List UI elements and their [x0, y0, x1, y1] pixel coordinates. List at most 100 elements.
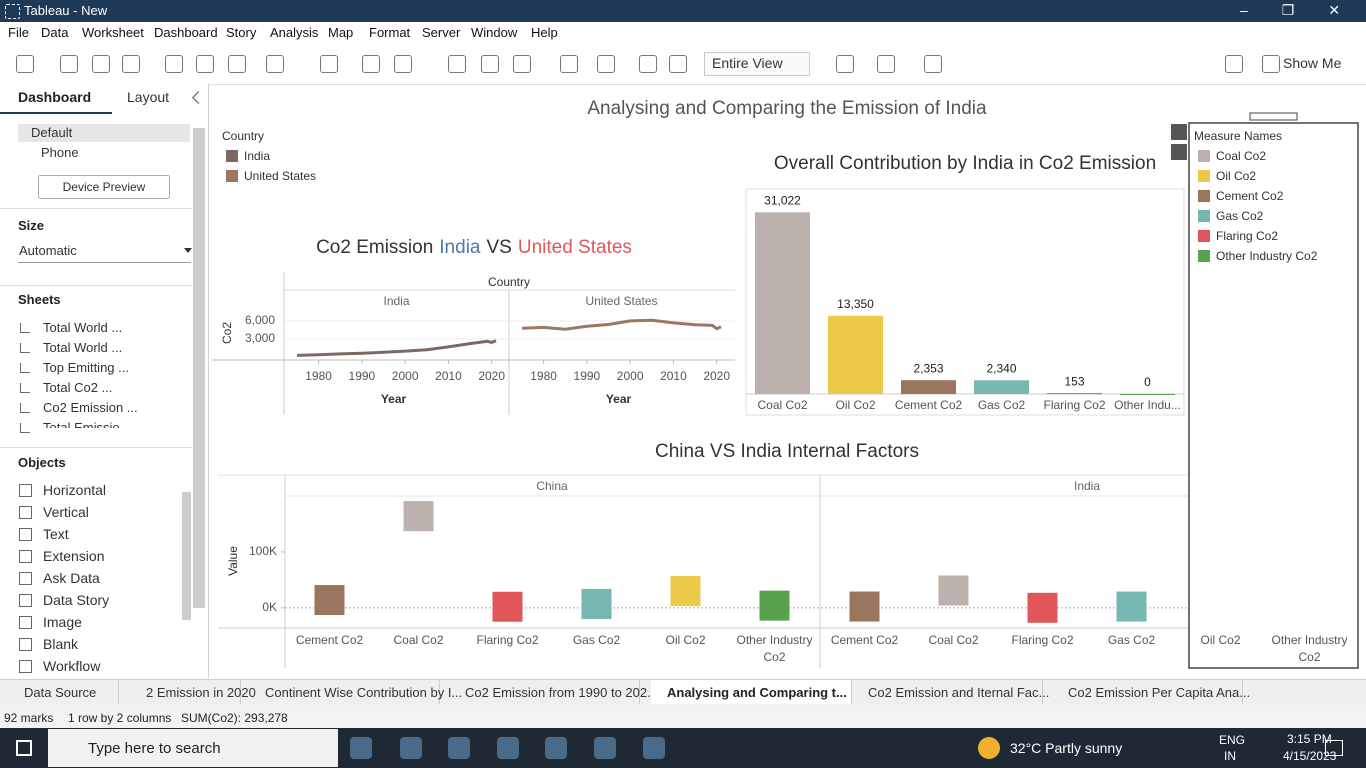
sheet-tab-label[interactable]: Co2 Emission Per Capita Ana... [1068, 685, 1251, 700]
taskbar-app[interactable] [497, 737, 519, 759]
menu-item[interactable]: Window [471, 25, 518, 40]
toolbar-button[interactable] [639, 55, 657, 73]
toolbar-button[interactable] [481, 55, 499, 73]
menu-item[interactable]: Data [41, 25, 69, 40]
menu-item[interactable]: Story [226, 25, 257, 40]
sheet-item[interactable]: Co2 Emission ... [43, 400, 138, 415]
taskbar-app[interactable] [643, 737, 665, 759]
x-tick-label: Flaring Co2 [1043, 398, 1105, 412]
toolbar-button[interactable] [924, 55, 942, 73]
clock-date[interactable]: 4/15/2023 [1283, 749, 1337, 763]
taskbar-app[interactable] [594, 737, 616, 759]
object-item[interactable]: Text [43, 526, 69, 542]
device-item[interactable]: Phone [41, 145, 79, 160]
separator [0, 285, 192, 286]
toolbar-button[interactable] [16, 55, 34, 73]
object-item[interactable]: Extension [43, 548, 105, 564]
menu-item[interactable]: File [8, 25, 29, 40]
clock-time[interactable]: 3:15 PM [1287, 732, 1332, 746]
menu-item[interactable]: Format [369, 25, 411, 40]
sheet-tab-label[interactable]: Analysing and Comparing t... [667, 685, 847, 700]
size-dropdown[interactable]: Automatic [19, 243, 77, 258]
start-button[interactable] [16, 740, 32, 756]
sheet-item[interactable]: Total Co2 ... [43, 380, 113, 395]
sheet-item[interactable]: Total World ... [43, 340, 123, 355]
taskbar-app[interactable] [400, 737, 422, 759]
toolbar-button[interactable] [877, 55, 895, 73]
notifications[interactable] [1325, 740, 1343, 756]
search-text[interactable]: Type here to search [88, 740, 221, 757]
fit-dropdown[interactable] [704, 52, 810, 76]
search-box[interactable] [48, 729, 338, 767]
object-item[interactable]: Data Story [43, 592, 110, 608]
sheet-tab-label[interactable]: Data Source [24, 685, 97, 700]
toolbar-button[interactable] [560, 55, 578, 73]
object-item[interactable]: Ask Data [43, 570, 100, 586]
toolbar-button[interactable] [362, 55, 380, 73]
menu-item[interactable]: Analysis [270, 25, 319, 40]
menu-item[interactable]: Dashboard [154, 25, 218, 40]
toolbar-button[interactable] [1262, 55, 1280, 73]
sheet-tab[interactable] [651, 680, 852, 704]
toolbar-button[interactable] [122, 55, 140, 73]
toolbar-button[interactable] [92, 55, 110, 73]
device-preview-button[interactable]: Device Preview [38, 175, 170, 199]
sheet-tab-label[interactable]: Co2 Emission from 1990 to 202... [465, 685, 658, 700]
menu-item[interactable]: Help [531, 25, 558, 40]
section-heading: Size [18, 218, 45, 233]
sheet-tab[interactable] [130, 680, 241, 704]
sheet-tab-label[interactable]: 2 Emission in 2020 [146, 685, 256, 700]
menu-item[interactable]: Map [328, 25, 354, 40]
object-item[interactable]: Vertical [43, 504, 89, 520]
sheet-item[interactable]: Total World ... [43, 320, 123, 335]
scrollbar-thumb[interactable] [193, 128, 205, 608]
chart-title: China VS India Internal Factors [655, 441, 919, 462]
taskbar-app[interactable] [545, 737, 567, 759]
sheet-tab[interactable] [852, 680, 1043, 704]
device-item[interactable]: Default [31, 125, 73, 140]
section-heading: Objects [18, 455, 66, 470]
object-item[interactable]: Image [43, 614, 82, 630]
language[interactable]: ENG [1219, 733, 1246, 747]
menu-item[interactable]: Worksheet [82, 25, 144, 40]
toolbar-button[interactable] [1225, 55, 1243, 73]
toolbar-button[interactable] [266, 55, 284, 73]
sheet-tab-label[interactable]: Continent Wise Contribution by I... [265, 685, 463, 700]
sheet-tab[interactable] [8, 680, 119, 704]
panel-tab-active[interactable]: Dashboard [18, 89, 92, 105]
toolbar-button[interactable] [448, 55, 466, 73]
taskbar-app[interactable] [448, 737, 470, 759]
toolbar-button[interactable] [228, 55, 246, 73]
status-bar [0, 705, 1366, 728]
toolbar-button[interactable] [597, 55, 615, 73]
window-controls[interactable]: –❐✕ [1240, 2, 1366, 18]
menu-item[interactable]: Server [422, 25, 461, 40]
fit-value[interactable]: Entire View [712, 55, 783, 71]
toolbar-button[interactable] [320, 55, 338, 73]
x-tick-label: 1980 [305, 369, 332, 383]
bar [974, 380, 1029, 394]
language[interactable]: IN [1224, 749, 1236, 763]
title-part: Co2 Emission [316, 237, 433, 258]
object-item[interactable]: Horizontal [43, 482, 107, 498]
sheet-tab[interactable] [1052, 680, 1243, 704]
sheet-tab-label[interactable]: Co2 Emission and Iternal Fac... [868, 685, 1050, 700]
object-item[interactable]: Workflow [43, 658, 101, 674]
toolbar-button[interactable] [196, 55, 214, 73]
weather-text[interactable]: 32°C Partly sunny [1010, 740, 1123, 756]
toolbar-button[interactable] [836, 55, 854, 73]
toolbar-button[interactable] [513, 55, 531, 73]
sheet-item[interactable]: Total Emissio [43, 420, 120, 428]
taskbar-app[interactable] [350, 737, 372, 759]
toolbar-button[interactable] [60, 55, 78, 73]
show-me[interactable]: Show Me [1283, 55, 1342, 71]
toolbar-button[interactable] [394, 55, 412, 73]
sheet-item[interactable]: Top Emitting ... [43, 360, 129, 375]
toolbar-button[interactable] [165, 55, 183, 73]
sheet-tab[interactable] [249, 680, 440, 704]
toolbar-button[interactable] [669, 55, 687, 73]
panel-tab[interactable]: Layout [127, 89, 170, 105]
scrollbar-thumb[interactable] [182, 492, 191, 620]
object-item[interactable]: Blank [43, 636, 79, 652]
sheet-tab[interactable] [449, 680, 640, 704]
